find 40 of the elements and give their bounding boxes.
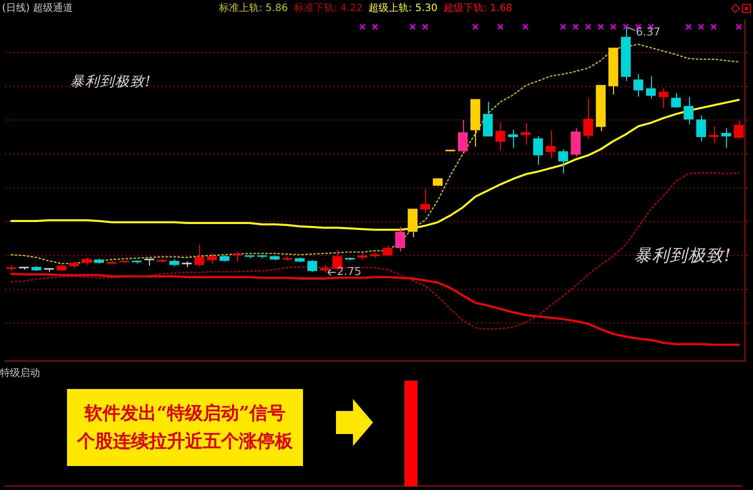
candlestick [696, 114, 706, 142]
candlestick [546, 130, 556, 159]
text: 标准上轨: 5.86 [219, 3, 288, 15]
candlestick [482, 101, 493, 137]
candlestick [395, 226, 405, 252]
candlestick [307, 260, 318, 272]
candlestick [420, 188, 430, 214]
candlestick [458, 120, 468, 152]
candlestick [207, 252, 217, 264]
candlestick [520, 123, 530, 145]
candlestick [558, 148, 568, 174]
annotation: 暴利到极致! [70, 73, 152, 91]
annotation: 2.75 [336, 265, 362, 278]
text: 超级上轨: 5.30 [368, 3, 438, 15]
annotation: 6.37 [636, 25, 660, 38]
annotation: 个股连续拉升近五个涨停板 [77, 430, 293, 454]
candlestick [634, 74, 644, 97]
annotation: 软件发出“特级启动”信号 [84, 402, 286, 426]
candlestick [508, 129, 518, 148]
candlestick [671, 92, 681, 108]
candlestick [684, 96, 694, 125]
chart-title: 特级启动 [0, 368, 40, 380]
candlestick [144, 258, 154, 266]
candlestick [646, 76, 656, 99]
candlestick [408, 208, 418, 238]
chart-title: (日线) 超级通道 [2, 3, 73, 15]
candlestick [734, 120, 744, 139]
candlestick [721, 128, 732, 148]
text: 标准下轨: 4.22 [294, 3, 363, 15]
candlestick [232, 250, 242, 262]
candlestick [658, 88, 668, 108]
candlestick [708, 126, 719, 144]
candlestick [533, 136, 543, 166]
candlestick [570, 128, 581, 158]
candlestick [583, 98, 594, 140]
candlestick [194, 244, 204, 267]
candlestick [496, 122, 506, 152]
annotation: 暴利到极致! [634, 245, 732, 267]
text: 超级下轨: 1.68 [443, 3, 512, 15]
candlestick [382, 245, 392, 257]
